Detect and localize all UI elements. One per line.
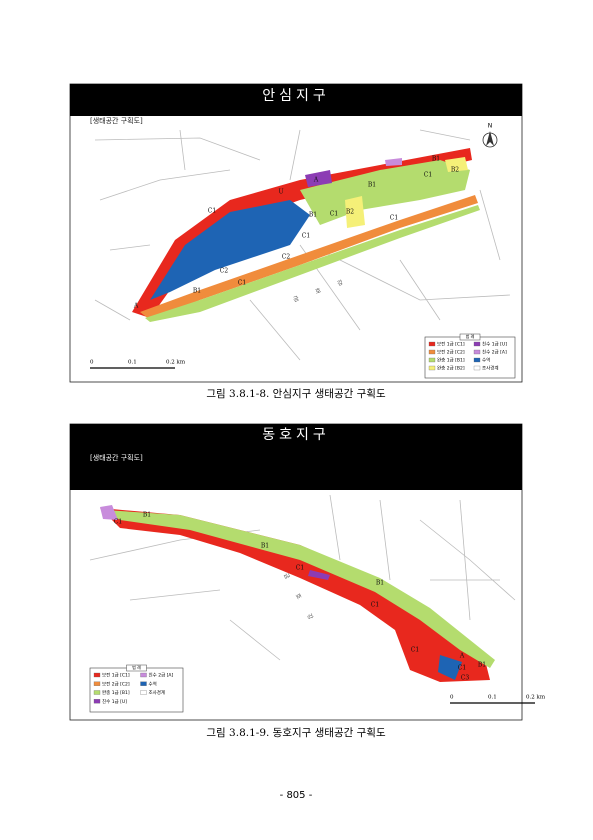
header-band	[70, 84, 522, 116]
figure-subtitle: [생태공간 구획도]	[90, 116, 143, 125]
map-label: C1	[296, 565, 304, 572]
map-label: B2	[451, 167, 459, 174]
legend-label: 친수 1급 [U]	[482, 341, 507, 348]
legend-swatch	[140, 681, 147, 686]
legend-swatch	[93, 690, 101, 695]
legend-label: 완충 1급 [B1]	[102, 689, 130, 696]
map-label: A	[459, 653, 465, 660]
legend-label: 보전 2급 [C2]	[102, 680, 130, 687]
scale-label: 0.2 km	[526, 695, 546, 701]
legend-swatch	[428, 349, 436, 355]
map-label: C1	[390, 215, 398, 222]
legend-label: 친수 2급 [A]	[482, 349, 507, 356]
map-label: C1	[238, 280, 246, 287]
map-label: B1	[368, 182, 376, 189]
zone-map	[132, 148, 480, 322]
zone-map	[100, 505, 495, 682]
legend-swatch	[140, 690, 147, 695]
figure-1: 안심지구 [생태공간 구획도] N	[69, 83, 523, 383]
legend-label: 보전 1급 [C1]	[102, 672, 130, 679]
legend-swatch	[93, 681, 101, 686]
map-label: B1	[261, 543, 269, 550]
legend-title: 범 례	[132, 664, 141, 670]
legend-swatch	[473, 341, 481, 347]
map-label: C3	[461, 675, 470, 682]
map-label: C1	[371, 602, 379, 609]
map-label: C1	[424, 172, 432, 179]
map-label: B1	[376, 580, 384, 587]
header-band	[70, 424, 522, 490]
map-label: C1	[411, 647, 419, 654]
legend-label: 완충 2급 [B2]	[437, 365, 465, 372]
legend-label: 조사경계	[149, 689, 166, 696]
legend-swatch	[473, 357, 481, 363]
legend-label: 보전 1급 [C1]	[437, 341, 465, 348]
scale-label: 0.1	[128, 360, 137, 366]
legend-label: 조사경계	[482, 365, 499, 372]
scale-label: 0	[450, 695, 454, 701]
map-label: B1	[143, 512, 151, 519]
north-arrow: N	[482, 123, 498, 148]
legend-swatch	[473, 349, 481, 355]
legend-swatch	[473, 365, 481, 371]
legend-label: 완충 1급 [B1]	[437, 357, 465, 364]
legend-swatch	[93, 699, 101, 704]
map-label: B1	[193, 288, 201, 295]
legend-box	[89, 667, 184, 713]
figure-subtitle: [생태공간 구획도]	[90, 453, 143, 462]
legend-swatch	[428, 341, 436, 347]
map-label: A	[133, 303, 139, 310]
map-label: C1	[114, 519, 122, 526]
figure-caption: 그림 3.8.1-9. 동호지구 생태공간 구획도	[206, 727, 386, 739]
map-label: C2	[282, 254, 291, 261]
map-label: B1	[478, 662, 486, 669]
scale-label: 0	[90, 360, 94, 366]
legend-title-box	[126, 664, 147, 672]
map-label: U	[278, 189, 283, 196]
figure-title: 동호지구	[262, 427, 330, 443]
figure-caption: 그림 3.8.1-8. 안심지구 생태공간 구획도	[206, 388, 386, 400]
legend-label: 수역	[149, 680, 157, 687]
legend-title-box	[459, 333, 481, 341]
legend-swatch	[428, 365, 436, 371]
map-label: C2	[220, 268, 229, 275]
legend-swatch	[428, 357, 436, 363]
legend-swatch	[93, 672, 101, 678]
map-label: B2	[346, 209, 354, 216]
north-label: N	[488, 123, 493, 130]
map-label: C1	[330, 211, 338, 218]
map-label: C1	[458, 665, 466, 672]
legend-title: 범 례	[466, 333, 475, 339]
legend-label: 수역	[482, 357, 490, 364]
map-label: B1	[432, 156, 440, 163]
map-label: B1	[309, 212, 317, 219]
map-label: C1	[302, 233, 310, 240]
legend-label: 친수 2급 [A]	[149, 672, 174, 679]
legend-label: 친수 1급 [U]	[102, 698, 127, 705]
map-label: A	[313, 177, 319, 184]
map-label: C1	[208, 208, 216, 215]
base-map	[94, 129, 511, 361]
figure-title: 안심지구	[262, 88, 330, 104]
page-number: - 805 -	[280, 790, 313, 801]
legend-label: 보전 2급 [C2]	[437, 349, 465, 356]
legend-swatch	[140, 672, 147, 678]
base-map	[89, 494, 516, 661]
scale-label: 0.1	[488, 695, 497, 701]
scale-label: 0.2 km	[166, 360, 186, 366]
